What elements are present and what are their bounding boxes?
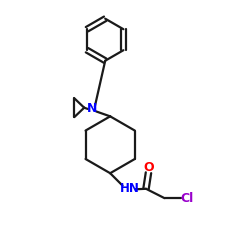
Text: Cl: Cl (181, 192, 194, 205)
Text: N: N (86, 102, 97, 116)
Text: O: O (144, 161, 154, 174)
Text: HN: HN (120, 182, 140, 195)
